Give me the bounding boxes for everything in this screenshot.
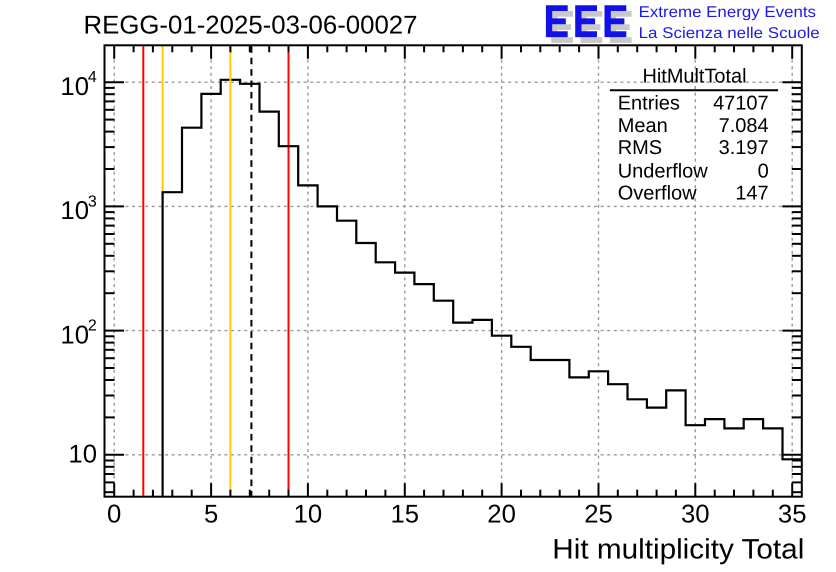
svg-text:5: 5 <box>204 500 218 528</box>
svg-text:10: 10 <box>60 197 89 225</box>
svg-text:Hit multiplicity Total: Hit multiplicity Total <box>552 533 804 564</box>
svg-text:10: 10 <box>60 73 89 101</box>
svg-text:10: 10 <box>60 321 89 349</box>
svg-text:Extreme Energy Events: Extreme Energy Events <box>639 4 817 21</box>
svg-text:La Scienza nelle Scuole: La Scienza nelle Scuole <box>639 25 820 42</box>
svg-text:3: 3 <box>88 193 97 210</box>
svg-text:Entries: Entries <box>618 93 680 115</box>
svg-text:2: 2 <box>88 318 97 335</box>
svg-text:0: 0 <box>758 160 769 182</box>
svg-text:Overflow: Overflow <box>618 182 697 204</box>
svg-text:147: 147 <box>735 182 768 204</box>
svg-text:47107: 47107 <box>713 93 769 115</box>
svg-text:RMS: RMS <box>618 137 662 159</box>
svg-text:20: 20 <box>487 500 516 528</box>
svg-text:HitMultTotal: HitMultTotal <box>643 65 747 87</box>
svg-text:10: 10 <box>294 500 323 528</box>
svg-text:7.084: 7.084 <box>719 115 769 137</box>
svg-text:4: 4 <box>88 69 97 86</box>
svg-text:Underflow: Underflow <box>618 160 709 182</box>
svg-text:REGG-01-2025-03-06-00027: REGG-01-2025-03-06-00027 <box>84 12 418 40</box>
svg-text:10: 10 <box>68 440 97 468</box>
svg-text:Mean: Mean <box>618 115 668 137</box>
svg-text:0: 0 <box>107 500 121 528</box>
svg-text:30: 30 <box>681 500 710 528</box>
svg-text:15: 15 <box>391 500 420 528</box>
svg-text:35: 35 <box>778 500 807 528</box>
svg-text:25: 25 <box>584 500 613 528</box>
svg-text:3.197: 3.197 <box>719 137 769 159</box>
